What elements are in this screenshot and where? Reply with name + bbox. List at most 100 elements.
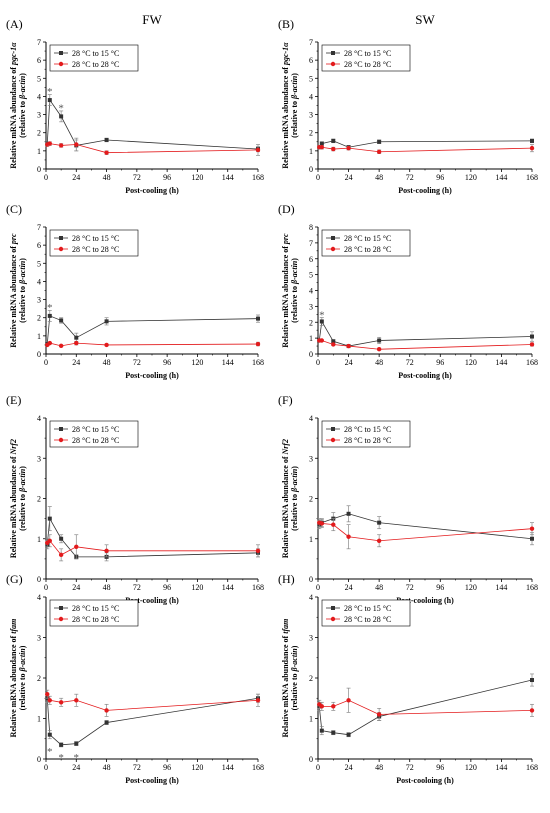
x-tick-label: 48 — [375, 763, 383, 772]
x-tick-label: 48 — [103, 358, 111, 367]
x-axis-title: Post-cooling (h) — [125, 596, 179, 605]
y-tick-label: 4 — [37, 92, 41, 101]
y-axis-subtitle-prefix: (relative to — [290, 492, 299, 531]
series-control — [45, 534, 261, 562]
y-tick-label: 2 — [37, 129, 41, 138]
y-tick-label: 1 — [37, 332, 41, 341]
data-point — [74, 698, 79, 703]
x-tick-label: 0 — [44, 763, 48, 772]
panel-label: (F) — [278, 393, 293, 407]
x-tick-label: 24 — [345, 358, 353, 367]
x-tick-label: 0 — [44, 358, 48, 367]
y-tick-label: 3 — [309, 454, 313, 463]
x-tick-label: 144 — [495, 583, 507, 592]
data-point — [346, 511, 351, 516]
legend-marker — [59, 236, 63, 240]
x-tick-label: 96 — [163, 173, 171, 182]
x-tick-label: 168 — [252, 358, 264, 367]
x-tick-label: 0 — [316, 358, 320, 367]
y-axis-subtitle: (relative to β-actin) — [18, 258, 27, 323]
y-tick-label: 4 — [37, 277, 41, 286]
y-tick-label: 2 — [37, 495, 41, 504]
legend-label: 28 °C to 28 °C — [72, 436, 119, 445]
data-point — [104, 720, 109, 725]
y-tick-label: 4 — [37, 414, 41, 423]
panel-label: (B) — [278, 17, 294, 31]
y-tick-label: 4 — [37, 593, 41, 602]
panel-label: (G) — [6, 572, 23, 586]
data-point — [530, 678, 534, 683]
y-tick-label: 3 — [37, 454, 41, 463]
data-point — [331, 522, 336, 527]
x-tick-label: 72 — [406, 763, 414, 772]
x-tick-label: 96 — [436, 358, 444, 367]
data-point — [58, 143, 64, 148]
x-tick-label: 0 — [316, 763, 320, 772]
legend-label: 28 °C to 28 °C — [72, 245, 119, 254]
data-point — [319, 145, 325, 150]
legend-label: 28 °C to 15 °C — [344, 604, 391, 613]
x-tick-label: 0 — [44, 173, 48, 182]
y-axis-subtitle-gene: β-actin — [18, 468, 27, 493]
y-axis-title: Relative mRNA abundance of tfam — [9, 619, 18, 738]
data-point — [376, 149, 382, 154]
column-header-fw: FW — [142, 12, 162, 27]
legend-marker — [58, 61, 64, 67]
x-tick-label: 120 — [465, 358, 477, 367]
legend-marker — [330, 246, 336, 252]
chart-panel: (F) 0 24 48 72 96 120 144 168 0 1 2 3 4 Post-cooloing … — [278, 393, 538, 605]
y-axis-title-gene: pgc-1α — [9, 42, 18, 66]
data-point — [47, 141, 52, 146]
legend-label: 28 °C to 28 °C — [344, 436, 391, 445]
data-point — [331, 138, 336, 143]
legend-marker — [330, 437, 336, 443]
x-axis-title: Post-cooling (h) — [398, 186, 452, 195]
chart-panel: (D) 0 24 48 72 96 120 144 168 0 1 2 3 4 5 6 7 8 Post-cooli… — [278, 202, 538, 380]
legend-marker — [330, 616, 336, 622]
x-tick-label: 144 — [222, 358, 234, 367]
x-axis-title: Post-cooling (h) — [398, 371, 452, 380]
legend-label: 28 °C to 15 °C — [72, 604, 119, 613]
data-point — [346, 145, 351, 151]
data-point — [529, 342, 535, 347]
series-line — [319, 513, 533, 540]
x-tick-label: 168 — [252, 763, 264, 772]
y-tick-label: 0 — [37, 755, 41, 764]
data-point — [530, 334, 534, 339]
data-point — [58, 552, 64, 558]
legend-marker — [331, 236, 335, 240]
data-point — [319, 319, 324, 324]
y-tick-label: 4 — [309, 593, 313, 602]
panel-label: (D) — [278, 202, 295, 216]
x-tick-label: 168 — [526, 173, 538, 182]
y-tick-label: 6 — [309, 56, 313, 65]
x-tick-label: 168 — [252, 173, 264, 182]
series-line — [318, 679, 533, 736]
x-tick-label: 96 — [163, 358, 171, 367]
x-tick-label: 24 — [72, 763, 80, 772]
y-tick-label: 5 — [309, 271, 313, 280]
chart-panel: (H) 0 24 48 72 96 120 144 168 0 1 2 3 4 Post-cooloing … — [278, 572, 538, 785]
y-tick-label: 3 — [37, 296, 41, 305]
data-point — [104, 342, 109, 348]
x-tick-label: 72 — [406, 358, 414, 367]
y-tick-label: 6 — [37, 56, 41, 65]
y-tick-label: 0 — [309, 350, 313, 359]
y-tick-label: 2 — [309, 318, 313, 327]
significance-marker: * — [74, 752, 80, 764]
series-control — [45, 137, 261, 156]
data-point — [376, 538, 382, 543]
series-line — [318, 140, 533, 148]
data-point — [47, 340, 52, 346]
series-line — [46, 315, 259, 345]
data-point — [104, 150, 109, 155]
x-tick-label: 0 — [316, 583, 320, 592]
data-point — [530, 536, 534, 541]
legend-label: 28 °C to 28 °C — [72, 60, 119, 69]
series-cooling — [317, 505, 534, 546]
data-point — [255, 548, 261, 554]
series-control — [317, 518, 535, 550]
series-control — [317, 338, 535, 352]
data-point — [255, 698, 261, 703]
